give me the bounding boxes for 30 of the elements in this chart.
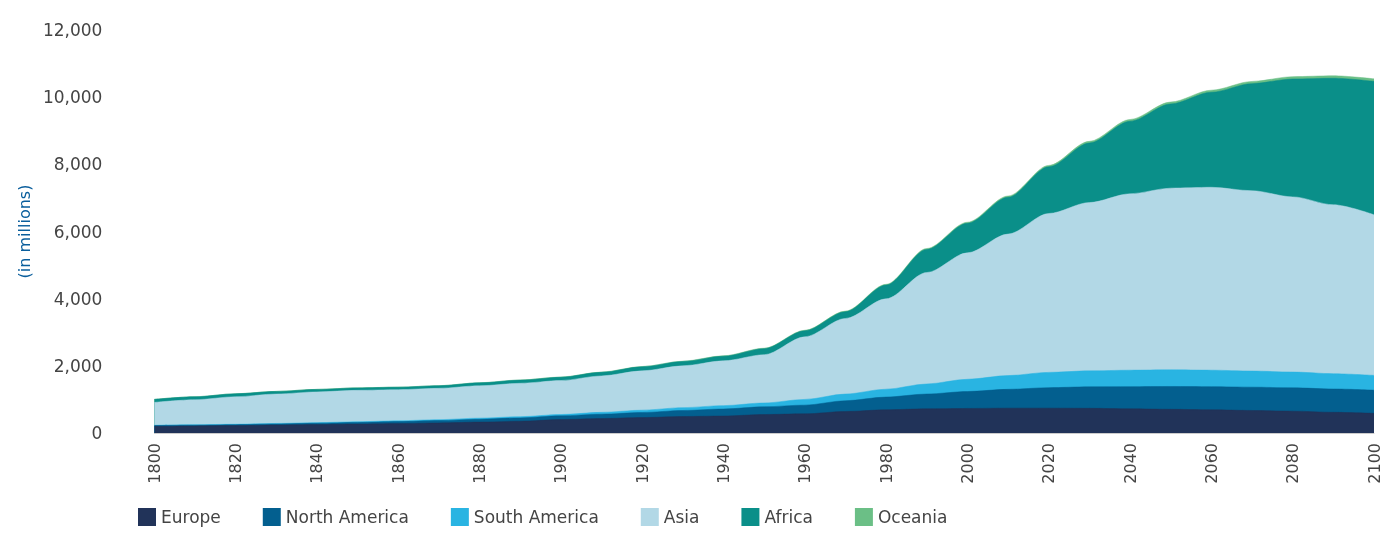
x-tick-label: 1920 (632, 443, 652, 484)
x-tick-label: 1840 (307, 443, 327, 484)
x-tick-label: 2000 (957, 443, 977, 484)
y-axis-title: (in millions) (14, 184, 34, 279)
legend-label: Asia (663, 507, 700, 527)
y-tick-label: 0 (91, 423, 103, 443)
x-tick-label: 2080 (1283, 443, 1303, 484)
legend-label: Oceania (877, 507, 948, 527)
y-tick-label: 8,000 (53, 154, 103, 175)
x-tick-label: 1860 (388, 443, 408, 484)
x-tick-label: 1820 (226, 443, 246, 484)
x-tick-label: 2100 (1364, 443, 1384, 484)
y-tick-label: 10,000 (42, 87, 103, 108)
x-tick-label: 2020 (1039, 443, 1059, 484)
x-tick-label: 1800 (144, 443, 164, 484)
x-tick-label: 1960 (795, 443, 815, 484)
x-tick-label: 1900 (551, 443, 571, 484)
y-tick-label: 6,000 (53, 221, 103, 242)
x-tick-label: 1980 (876, 443, 896, 484)
y-tick-label: 2,000 (53, 355, 103, 376)
y-tick-label: 12,000 (42, 20, 103, 40)
legend-label: North America (285, 507, 409, 527)
y-tick-label: 4,000 (53, 288, 103, 309)
x-tick-label: 1880 (470, 443, 490, 484)
legend-label: Africa (764, 507, 813, 527)
legend-label: South America (473, 507, 599, 527)
x-tick-label: 2040 (1120, 443, 1140, 484)
legend-label: Europe (161, 507, 221, 527)
x-tick-label: 1940 (714, 443, 734, 484)
x-tick-label: 2060 (1201, 443, 1221, 484)
